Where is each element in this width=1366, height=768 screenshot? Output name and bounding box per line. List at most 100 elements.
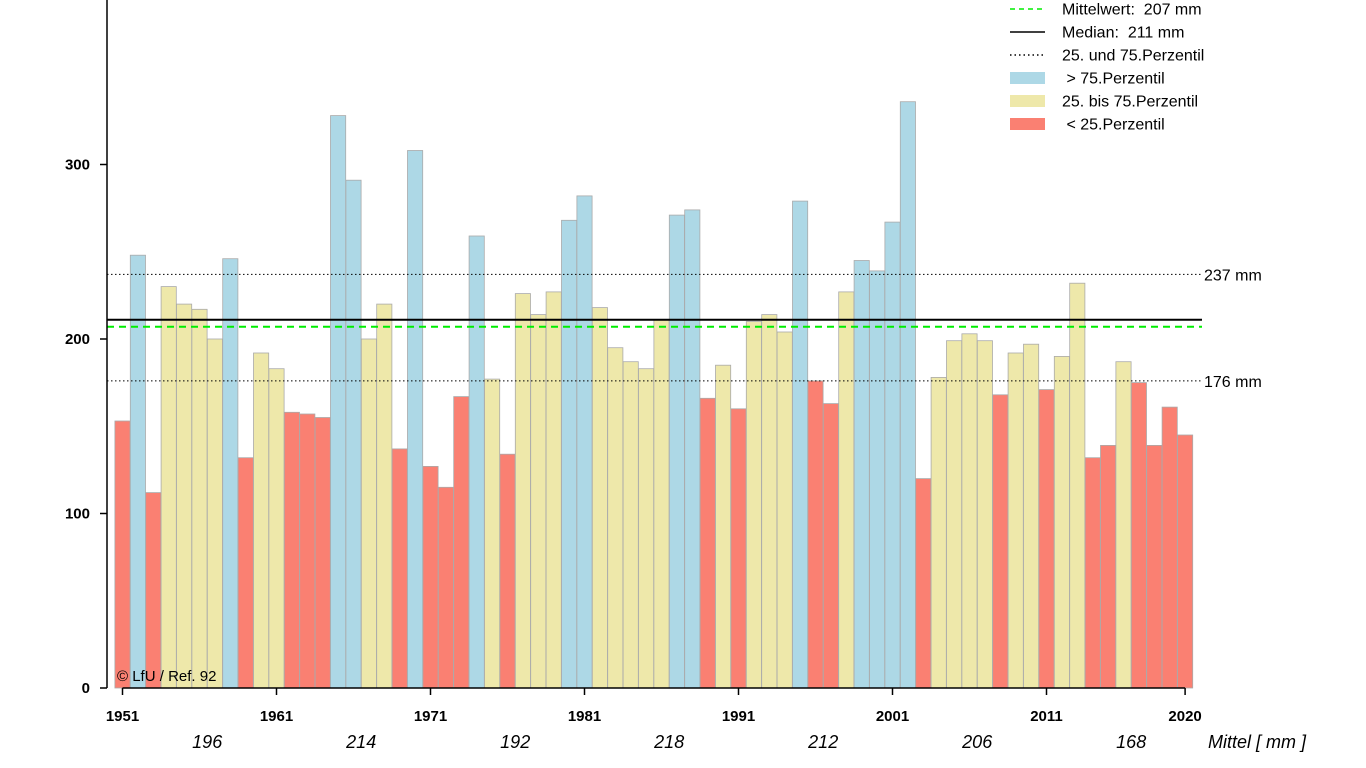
- bar-1997: [822, 403, 839, 689]
- bar-1989: [699, 397, 716, 689]
- bar-1981: [576, 195, 593, 689]
- bar-2002: [899, 101, 916, 689]
- legend-swatch-3: [1010, 72, 1045, 84]
- legend-swatch-5: [1010, 118, 1045, 130]
- legend-label-4: 25. bis 75.Perzentil: [1062, 94, 1198, 111]
- copyright-label: © LfU / Ref. 92: [117, 668, 216, 685]
- bar-1993: [761, 314, 778, 689]
- x-tick-label-1951: 1951: [106, 708, 139, 725]
- decade-mean-6: 168: [1116, 732, 1146, 752]
- bar-1972: [437, 486, 454, 689]
- bar-2020: [1177, 434, 1194, 689]
- bar-2007: [976, 340, 993, 689]
- bar-2012: [1053, 355, 1070, 689]
- legend-label-1: Median: 211 mm: [1062, 25, 1184, 42]
- decade-mean-0: 196: [192, 732, 223, 752]
- bar-1975: [484, 378, 501, 689]
- bar-2018: [1146, 444, 1163, 689]
- x-tick-label-2020: 2020: [1168, 708, 1201, 725]
- bar-1991: [730, 408, 747, 689]
- bar-1984: [622, 361, 639, 689]
- legend: Mittelwert: 207 mm Median: 211 mm 25. und …: [1010, 2, 1204, 134]
- bar-1960: [253, 352, 270, 689]
- bar-1979: [545, 291, 562, 689]
- p75-label: 237 mm: [1204, 267, 1262, 284]
- bar-1968: [376, 303, 393, 689]
- bar-1974: [468, 235, 485, 689]
- bar-1955: [176, 303, 193, 689]
- bar-1956: [191, 308, 208, 689]
- legend-label-2: 25. und 75.Perzentil: [1062, 48, 1204, 65]
- x-tick-label-2001: 2001: [876, 708, 909, 725]
- bar-1990: [715, 364, 732, 689]
- bar-2005: [946, 340, 963, 689]
- bar-2001: [884, 221, 901, 689]
- bar-1987: [668, 214, 685, 689]
- bar-1966: [345, 179, 362, 689]
- bar-2013: [1069, 282, 1086, 689]
- bar-1978: [530, 314, 547, 689]
- decade-mean-3: 218: [653, 732, 684, 752]
- bar-1965: [330, 115, 347, 689]
- y-tick-label-300: 300: [65, 157, 90, 174]
- axes: [100, 0, 1186, 695]
- bar-1959: [237, 457, 254, 689]
- bar-2010: [1023, 343, 1040, 689]
- bar-1992: [745, 321, 762, 689]
- x-tick-label-1961: 1961: [260, 708, 293, 725]
- bar-1983: [607, 347, 624, 689]
- bar-2016: [1115, 361, 1132, 689]
- bar-1976: [499, 453, 516, 689]
- decade-mean-5: 206: [961, 732, 993, 752]
- x-tick-label-2011: 2011: [1030, 708, 1063, 725]
- reference-lines: [107, 273, 1202, 382]
- bar-2008: [992, 394, 1009, 689]
- y-tick-label-100: 100: [65, 506, 90, 523]
- x-tick-label-1981: 1981: [568, 708, 601, 725]
- bar-1994: [776, 331, 793, 689]
- bar-2017: [1130, 382, 1147, 689]
- bar-2011: [1038, 389, 1055, 689]
- decade-mean-4: 212: [807, 732, 838, 752]
- bar-2006: [961, 333, 978, 689]
- bar-2000: [869, 270, 886, 689]
- bar-2009: [1007, 352, 1024, 689]
- decade-means-label: Mittel [ mm ]: [1208, 732, 1307, 752]
- bar-1954: [160, 286, 177, 689]
- decade-mean-1: 214: [345, 732, 376, 752]
- legend-swatch-4: [1010, 95, 1045, 107]
- bar-1970: [407, 150, 424, 689]
- bar-1980: [561, 219, 578, 689]
- bar-1999: [853, 260, 870, 689]
- bar-1957: [206, 338, 223, 689]
- bar-1996: [807, 380, 824, 689]
- bar-1969: [391, 448, 408, 689]
- bar-1967: [360, 338, 377, 689]
- bar-1973: [453, 396, 470, 689]
- y-tick-label-200: 200: [65, 331, 90, 348]
- bar-1962: [283, 411, 300, 689]
- labels-group: 0 100 200 300 1951 1961 1971 1981 1991 2001 2011 20…: [65, 157, 1307, 753]
- bar-2004: [930, 376, 947, 689]
- bar-2019: [1161, 406, 1178, 689]
- bar-1986: [653, 319, 670, 689]
- bar-1963: [299, 413, 316, 689]
- legend-label-0: Mittelwert: 207 mm: [1062, 2, 1202, 19]
- bar-1971: [422, 465, 439, 689]
- x-tick-label-1991: 1991: [722, 708, 755, 725]
- p25-label: 176 mm: [1204, 374, 1262, 391]
- legend-label-3: > 75.Perzentil: [1062, 71, 1165, 88]
- bar-2003: [915, 478, 932, 689]
- decade-mean-2: 192: [500, 732, 530, 752]
- legend-label-5: < 25.Perzentil: [1062, 117, 1165, 134]
- bar-1985: [638, 368, 655, 689]
- bar-1951: [114, 420, 131, 689]
- bar-2015: [1100, 444, 1117, 689]
- bars-group: [114, 101, 1194, 689]
- bar-1998: [838, 291, 855, 689]
- bar-1964: [314, 417, 331, 689]
- bar-1988: [684, 209, 701, 689]
- bar-1958: [222, 258, 239, 689]
- bar-1982: [591, 307, 608, 689]
